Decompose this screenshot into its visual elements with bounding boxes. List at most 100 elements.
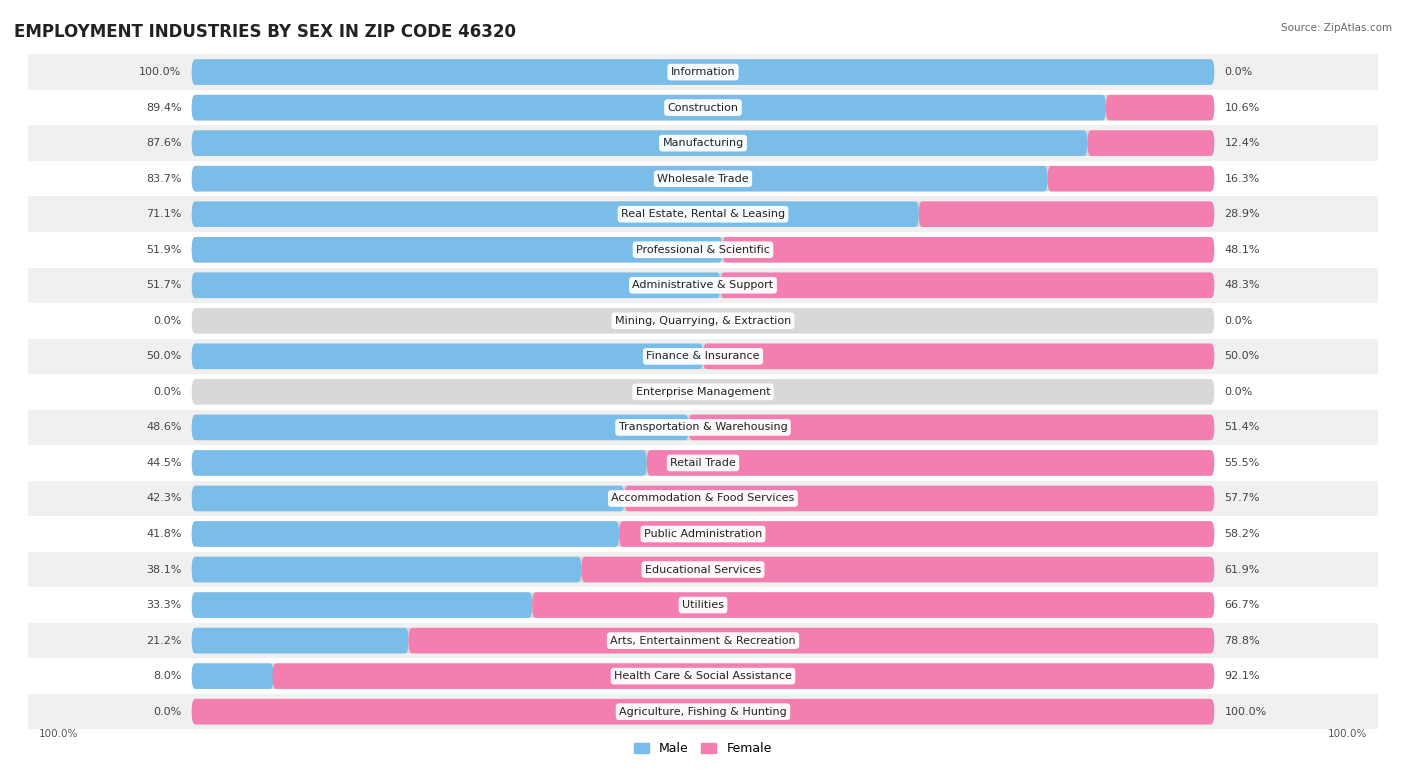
Text: Accommodation & Food Services: Accommodation & Food Services [612, 494, 794, 504]
FancyBboxPatch shape [28, 480, 1378, 516]
FancyBboxPatch shape [191, 628, 1215, 653]
Text: 44.5%: 44.5% [146, 458, 181, 468]
Text: Manufacturing: Manufacturing [662, 138, 744, 148]
Text: 78.8%: 78.8% [1225, 636, 1260, 646]
FancyBboxPatch shape [191, 699, 1215, 725]
Text: 8.0%: 8.0% [153, 671, 181, 681]
FancyBboxPatch shape [28, 694, 1378, 729]
FancyBboxPatch shape [191, 95, 1107, 120]
Text: 51.4%: 51.4% [1225, 422, 1260, 432]
FancyBboxPatch shape [28, 445, 1378, 480]
FancyBboxPatch shape [28, 54, 1378, 90]
Text: Retail Trade: Retail Trade [671, 458, 735, 468]
FancyBboxPatch shape [28, 338, 1378, 374]
Text: 61.9%: 61.9% [1225, 565, 1260, 574]
Text: 48.1%: 48.1% [1225, 244, 1260, 255]
Text: Agriculture, Fishing & Hunting: Agriculture, Fishing & Hunting [619, 707, 787, 717]
Text: 100.0%: 100.0% [1225, 707, 1267, 717]
FancyBboxPatch shape [191, 344, 703, 369]
Text: 55.5%: 55.5% [1225, 458, 1260, 468]
FancyBboxPatch shape [191, 130, 1215, 156]
FancyBboxPatch shape [191, 130, 1087, 156]
FancyBboxPatch shape [28, 196, 1378, 232]
Text: 83.7%: 83.7% [146, 174, 181, 184]
FancyBboxPatch shape [28, 658, 1378, 694]
FancyBboxPatch shape [723, 237, 1215, 262]
Text: 0.0%: 0.0% [1225, 67, 1253, 77]
FancyBboxPatch shape [191, 308, 1215, 334]
Text: Information: Information [671, 67, 735, 77]
Text: 0.0%: 0.0% [153, 316, 181, 326]
FancyBboxPatch shape [191, 486, 1215, 511]
Text: 21.2%: 21.2% [146, 636, 181, 646]
Text: 28.9%: 28.9% [1225, 210, 1260, 219]
Text: EMPLOYMENT INDUSTRIES BY SEX IN ZIP CODE 46320: EMPLOYMENT INDUSTRIES BY SEX IN ZIP CODE… [14, 23, 516, 41]
FancyBboxPatch shape [918, 202, 1215, 227]
FancyBboxPatch shape [191, 166, 1047, 192]
Legend: Male, Female: Male, Female [630, 737, 776, 760]
FancyBboxPatch shape [28, 232, 1378, 268]
FancyBboxPatch shape [191, 59, 1215, 85]
Text: 0.0%: 0.0% [153, 387, 181, 397]
FancyBboxPatch shape [191, 663, 1215, 689]
FancyBboxPatch shape [191, 272, 1215, 298]
Text: Public Administration: Public Administration [644, 529, 762, 539]
FancyBboxPatch shape [409, 628, 1215, 653]
FancyBboxPatch shape [28, 374, 1378, 410]
FancyBboxPatch shape [1107, 95, 1215, 120]
FancyBboxPatch shape [191, 450, 647, 476]
FancyBboxPatch shape [191, 379, 1215, 404]
FancyBboxPatch shape [28, 126, 1378, 161]
Text: 87.6%: 87.6% [146, 138, 181, 148]
FancyBboxPatch shape [191, 699, 1215, 725]
Text: 0.0%: 0.0% [1225, 387, 1253, 397]
FancyBboxPatch shape [191, 556, 1215, 582]
FancyBboxPatch shape [191, 592, 533, 618]
Text: Source: ZipAtlas.com: Source: ZipAtlas.com [1281, 23, 1392, 33]
Text: 51.7%: 51.7% [146, 280, 181, 290]
FancyBboxPatch shape [533, 592, 1215, 618]
Text: 12.4%: 12.4% [1225, 138, 1260, 148]
FancyBboxPatch shape [191, 486, 624, 511]
Text: Professional & Scientific: Professional & Scientific [636, 244, 770, 255]
Text: 89.4%: 89.4% [146, 102, 181, 113]
FancyBboxPatch shape [1047, 166, 1215, 192]
FancyBboxPatch shape [191, 166, 1215, 192]
FancyBboxPatch shape [581, 556, 1215, 582]
Text: 0.0%: 0.0% [153, 707, 181, 717]
FancyBboxPatch shape [191, 344, 1215, 369]
FancyBboxPatch shape [647, 450, 1215, 476]
FancyBboxPatch shape [720, 272, 1215, 298]
Text: 0.0%: 0.0% [1225, 316, 1253, 326]
FancyBboxPatch shape [28, 90, 1378, 126]
Text: Transportation & Warehousing: Transportation & Warehousing [619, 422, 787, 432]
FancyBboxPatch shape [191, 202, 1215, 227]
Text: 100.0%: 100.0% [38, 729, 77, 740]
Text: 48.6%: 48.6% [146, 422, 181, 432]
FancyBboxPatch shape [191, 414, 1215, 440]
Text: Construction: Construction [668, 102, 738, 113]
Text: Real Estate, Rental & Leasing: Real Estate, Rental & Leasing [621, 210, 785, 219]
Text: 33.3%: 33.3% [146, 600, 181, 610]
FancyBboxPatch shape [191, 95, 1215, 120]
FancyBboxPatch shape [28, 623, 1378, 658]
Text: 100.0%: 100.0% [1329, 729, 1368, 740]
Text: Arts, Entertainment & Recreation: Arts, Entertainment & Recreation [610, 636, 796, 646]
FancyBboxPatch shape [191, 521, 1215, 547]
Text: 92.1%: 92.1% [1225, 671, 1260, 681]
FancyBboxPatch shape [703, 344, 1215, 369]
Text: 38.1%: 38.1% [146, 565, 181, 574]
FancyBboxPatch shape [191, 59, 1215, 85]
FancyBboxPatch shape [191, 237, 723, 262]
FancyBboxPatch shape [28, 516, 1378, 552]
FancyBboxPatch shape [191, 450, 1215, 476]
Text: Administrative & Support: Administrative & Support [633, 280, 773, 290]
Text: 50.0%: 50.0% [1225, 352, 1260, 362]
FancyBboxPatch shape [191, 556, 581, 582]
Text: 66.7%: 66.7% [1225, 600, 1260, 610]
Text: Finance & Insurance: Finance & Insurance [647, 352, 759, 362]
FancyBboxPatch shape [28, 268, 1378, 303]
FancyBboxPatch shape [191, 592, 1215, 618]
FancyBboxPatch shape [624, 486, 1215, 511]
Text: 48.3%: 48.3% [1225, 280, 1260, 290]
